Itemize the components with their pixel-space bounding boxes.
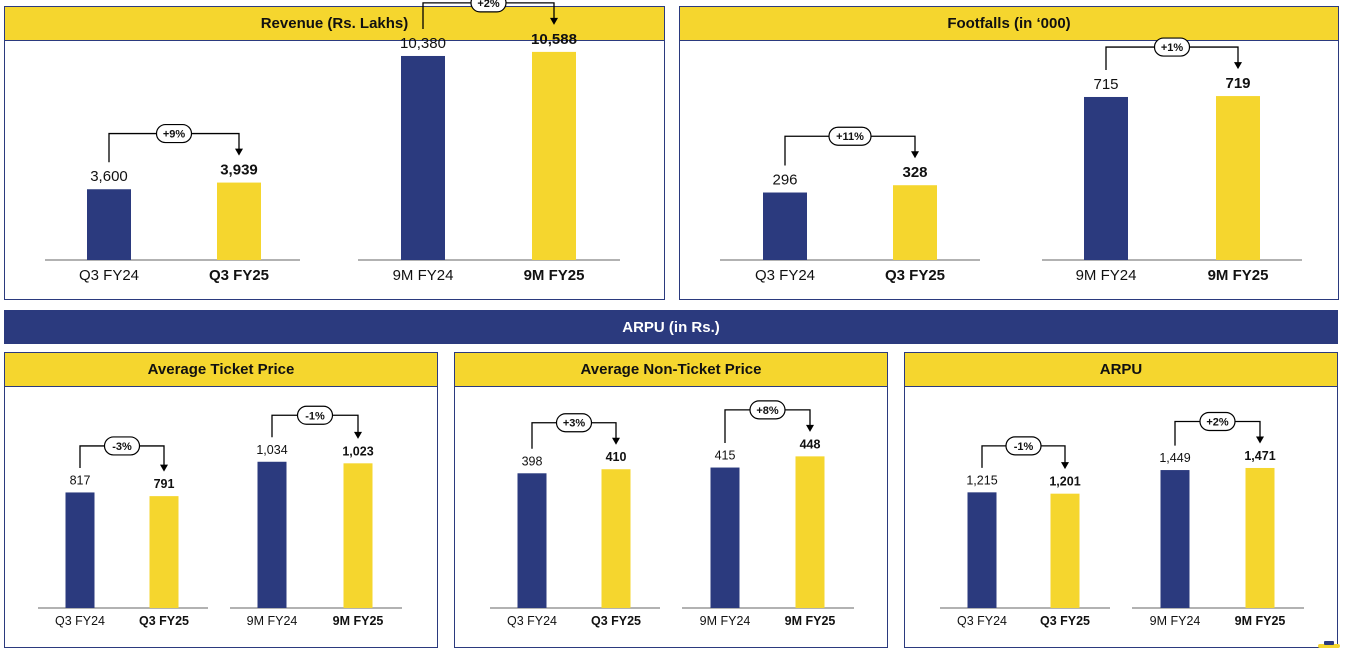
arpu-value-label-0-0: 1,215	[966, 473, 997, 487]
revenue-change-pill-0	[155, 123, 193, 144]
antp-change-label-0: +3%	[563, 418, 586, 430]
footfalls-change-label-0: +11%	[836, 131, 864, 143]
arpu-bar-1-1	[1245, 467, 1275, 608]
antp-change-pill-1	[749, 400, 786, 420]
arpu-value-label-1-1: 1,471	[1244, 449, 1275, 463]
arpu-bar-1-0	[1160, 470, 1190, 608]
footfalls-bar-1-1	[1216, 96, 1260, 261]
footfalls-title: Footfalls (in ‘000)	[680, 7, 1338, 41]
antp-change-arrow-1	[806, 424, 814, 432]
antp-bar-0-1	[601, 469, 631, 608]
footfalls-bar-0-0	[763, 192, 807, 260]
atp-tick-label-0-1: Q3 FY25	[139, 614, 189, 628]
antp-change-pill-0	[555, 413, 593, 433]
arpu-title: ARPU	[905, 353, 1337, 387]
antp-bar-0-0	[517, 473, 547, 608]
revenue-change-arrow-0	[235, 148, 243, 156]
antp-title: Average Non-Ticket Price	[455, 353, 887, 387]
arpu-value-label-1-0: 1,449	[1159, 451, 1190, 465]
revenue-bar-0-0	[87, 189, 131, 260]
atp-change-pill-0	[103, 436, 141, 456]
revenue-change-pill-1	[470, 0, 507, 13]
revenue-change-arrow-1	[550, 17, 558, 25]
atp-bar-1-1	[343, 463, 373, 608]
atp-change-label-1: -1%	[305, 410, 325, 422]
atp-change-pill-1	[296, 405, 334, 425]
revenue-value-label-1-1: 10,588	[531, 31, 577, 48]
arpu-change-arrow-0	[1061, 462, 1069, 470]
footfalls-change-pill-1	[1153, 37, 1191, 57]
antp-tick-label-1-0: 9M FY24	[700, 614, 751, 628]
footfalls-change-arrow-0	[911, 151, 919, 159]
antp-bar-1-1	[795, 456, 825, 608]
atp-value-label-0-1: 791	[154, 477, 175, 491]
antp-tick-label-1-1: 9M FY25	[785, 614, 836, 628]
footfalls-bar-0-1	[893, 185, 937, 260]
arpu-change-arrow-1	[1256, 436, 1264, 444]
antp-value-label-0-1: 410	[606, 450, 627, 464]
antp-change-arrow-0	[612, 437, 620, 445]
revenue-tick-label-0-0: Q3 FY24	[79, 267, 139, 284]
antp-value-label-0-0: 398	[522, 454, 543, 468]
atp-value-label-1-1: 1,023	[342, 444, 373, 458]
atp-change-label-0: -3%	[112, 441, 132, 453]
footfalls-tick-label-0-0: Q3 FY24	[755, 267, 815, 284]
revenue-bar-1-1	[532, 51, 576, 260]
atp-change-arrow-0	[160, 464, 168, 472]
footfalls-tick-label-1-0: 9M FY24	[1076, 267, 1137, 284]
antp-bar-1-0	[710, 467, 740, 608]
revenue-bar-0-1	[217, 182, 261, 260]
atp-value-label-1-0: 1,034	[256, 443, 287, 457]
footfalls-bar-1-0	[1084, 96, 1128, 260]
arpu-value-label-0-1: 1,201	[1049, 475, 1080, 489]
atp-bar-0-0	[65, 492, 95, 608]
revenue-tick-label-0-1: Q3 FY25	[209, 267, 269, 284]
antp-value-label-1-1: 448	[800, 437, 821, 451]
antp-value-label-1-0: 415	[715, 449, 736, 463]
footfalls-tick-label-0-1: Q3 FY25	[885, 267, 945, 284]
antp-tick-label-0-1: Q3 FY25	[591, 614, 641, 628]
arpu-banner: ARPU (in Rs.)	[4, 310, 1338, 344]
atp-tick-label-0-0: Q3 FY24	[55, 614, 105, 628]
footfalls-value-label-0-0: 296	[772, 172, 797, 189]
antp-tick-label-0-0: Q3 FY24	[507, 614, 557, 628]
revenue-bar-1-0	[401, 55, 445, 260]
arpu-change-pill-0	[1005, 436, 1042, 456]
revenue-value-label-0-0: 3,600	[90, 168, 128, 185]
atp-title: Average Ticket Price	[5, 353, 437, 387]
atp-bar-0-1	[149, 496, 179, 608]
revenue-value-label-0-1: 3,939	[220, 162, 258, 179]
arpu-tick-label-0-1: Q3 FY25	[1040, 614, 1090, 628]
atp-tick-label-1-1: 9M FY25	[333, 614, 384, 628]
footfalls-change-pill-0	[828, 126, 872, 146]
revenue-value-label-1-0: 10,380	[400, 35, 446, 52]
arpu-bar-0-1	[1050, 493, 1080, 608]
footfalls-value-label-0-1: 328	[902, 164, 927, 181]
antp-change-label-1: +8%	[756, 405, 779, 417]
atp-value-label-0-0: 817	[70, 473, 91, 487]
arpu-tick-label-0-0: Q3 FY24	[957, 614, 1007, 628]
corner-logo-icon	[1316, 638, 1342, 650]
revenue-change-label-1: +2%	[477, 0, 500, 10]
revenue-tick-label-1-1: 9M FY25	[524, 267, 585, 284]
footfalls-change-arrow-1	[1234, 62, 1242, 70]
footfalls-tick-label-1-1: 9M FY25	[1208, 267, 1269, 284]
arpu-bar-0-0	[967, 492, 997, 608]
atp-tick-label-1-0: 9M FY24	[247, 614, 298, 628]
footfalls-value-label-1-1: 719	[1225, 75, 1250, 92]
arpu-tick-label-1-1: 9M FY25	[1235, 614, 1286, 628]
arpu-tick-label-1-0: 9M FY24	[1150, 614, 1201, 628]
atp-change-arrow-1	[354, 431, 362, 439]
revenue-change-label-0: +9%	[163, 129, 186, 141]
footfalls-change-label-1: +1%	[1161, 42, 1184, 54]
arpu-change-label-0: -1%	[1014, 441, 1034, 453]
revenue-tick-label-1-0: 9M FY24	[393, 267, 454, 284]
atp-bar-1-0	[257, 461, 287, 608]
arpu-change-pill-1	[1199, 411, 1236, 432]
footfalls-value-label-1-0: 715	[1093, 76, 1118, 93]
arpu-change-label-1: +2%	[1206, 416, 1229, 428]
